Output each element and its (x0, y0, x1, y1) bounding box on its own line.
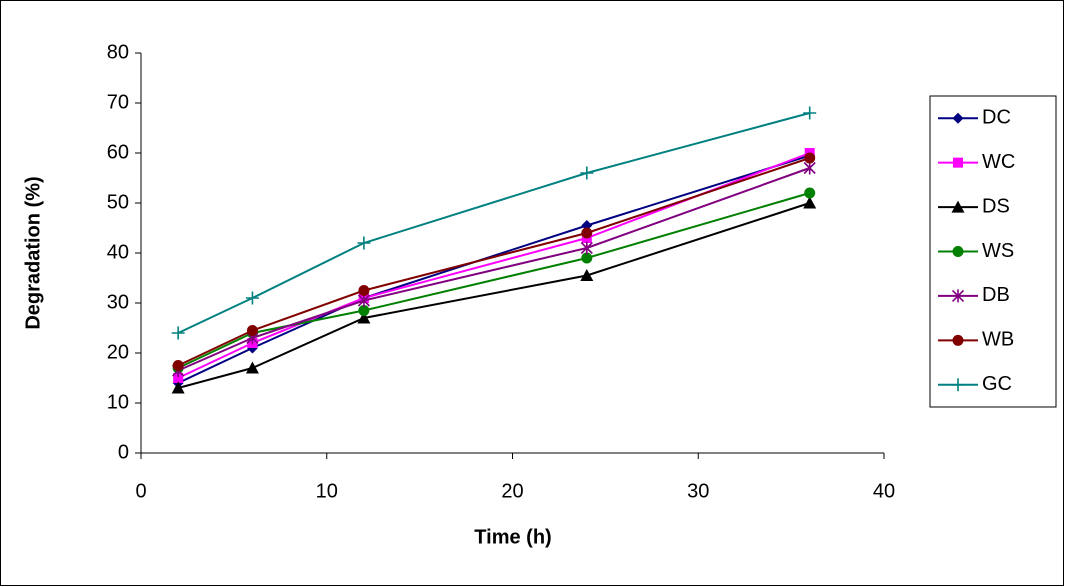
y-tick-label: 70 (107, 91, 129, 113)
x-tick-label: 40 (873, 480, 895, 502)
marker (247, 325, 258, 336)
x-axis-title: Time (h) (474, 526, 551, 548)
y-tick-label: 50 (107, 191, 129, 213)
legend-marker (953, 335, 964, 346)
page: {"chart_data": {"type": "line", "x_label… (0, 0, 1065, 587)
legend-label: WC (982, 151, 1015, 173)
legend-label: DB (982, 284, 1010, 306)
y-tick-label: 30 (107, 291, 129, 313)
legend-label: DS (982, 195, 1010, 217)
y-tick-label: 20 (107, 341, 129, 363)
marker (581, 228, 592, 239)
chart: Time (h) Degradation (%) 0 10 20 30 40 50 60 70… (0, 0, 1065, 587)
legend-label: WB (982, 329, 1014, 351)
y-tick-label: 40 (107, 241, 129, 263)
legend-marker (953, 158, 963, 168)
marker (173, 360, 184, 371)
x-tick-label: 20 (501, 480, 523, 502)
marker (804, 153, 815, 164)
y-tick-label: 80 (107, 41, 129, 63)
x-tick-label: 0 (135, 480, 146, 502)
legend-label: WS (982, 240, 1014, 262)
legend-label: GC (982, 373, 1012, 395)
legend-label: DC (982, 106, 1011, 128)
marker (358, 285, 369, 296)
chart-frame (1, 1, 1064, 586)
marker (804, 188, 815, 199)
x-tick-label: 30 (687, 480, 709, 502)
y-tick-label: 10 (107, 391, 129, 413)
y-tick-label: 60 (107, 141, 129, 163)
y-tick-label: 0 (118, 441, 129, 463)
x-tick-label: 10 (316, 480, 338, 502)
y-axis-title: Degradation (%) (22, 176, 44, 329)
legend-marker (953, 246, 964, 257)
